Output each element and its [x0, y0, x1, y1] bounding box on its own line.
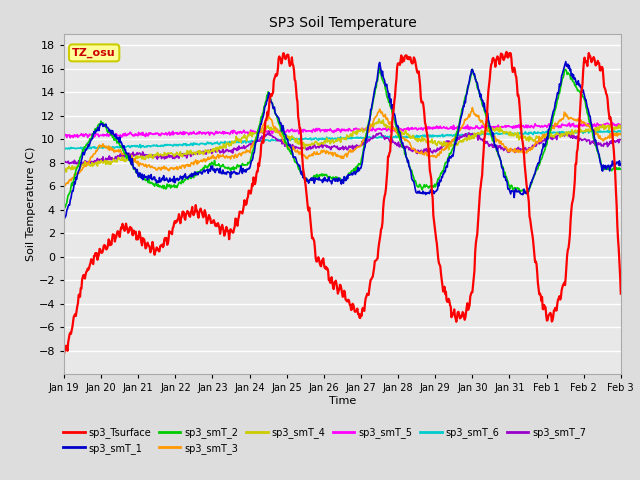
X-axis label: Time: Time — [329, 396, 356, 406]
Title: SP3 Soil Temperature: SP3 Soil Temperature — [269, 16, 416, 30]
Legend: sp3_Tsurface, sp3_smT_1, sp3_smT_2, sp3_smT_3, sp3_smT_4, sp3_smT_5, sp3_smT_6, : sp3_Tsurface, sp3_smT_1, sp3_smT_2, sp3_… — [63, 427, 586, 454]
Y-axis label: Soil Temperature (C): Soil Temperature (C) — [26, 147, 36, 261]
Text: TZ_osu: TZ_osu — [72, 48, 116, 58]
